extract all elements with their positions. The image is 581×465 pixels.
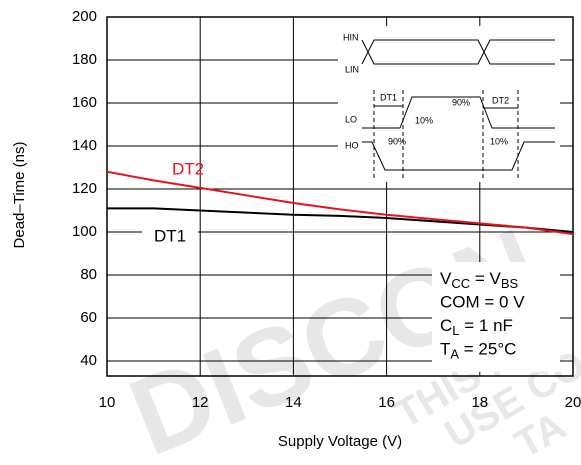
timing-inset: HIN LIN LO HO DT1 DT2 90% 10% 90% 10% xyxy=(338,26,560,182)
y-tick-label: 160 xyxy=(72,94,97,111)
y-tick-label: 200 xyxy=(72,8,97,25)
lin-wave xyxy=(361,39,555,65)
x-tick-label: 14 xyxy=(285,394,302,411)
inset-label: 10% xyxy=(415,115,433,125)
plot-frame xyxy=(106,16,574,377)
y-tick-label: 80 xyxy=(80,266,97,283)
series-label: DT2 xyxy=(172,159,204,178)
x-tick-label: 12 xyxy=(192,394,209,411)
inset-label: LIN xyxy=(345,64,359,74)
x-tick-label: 20 xyxy=(565,394,581,411)
condition-text: T xyxy=(440,340,450,359)
lo-wave xyxy=(362,96,555,129)
x-axis-label: Supply Voltage (V) xyxy=(278,433,402,450)
inset-label: HO xyxy=(345,140,359,150)
y-tick-label: 180 xyxy=(72,51,97,68)
condition-line: TA = 25°C xyxy=(440,340,516,362)
subscript: BS xyxy=(501,276,519,291)
x-tick-label: 18 xyxy=(471,394,488,411)
y-tick-label: 140 xyxy=(72,137,97,154)
y-tick-label: 100 xyxy=(72,223,97,240)
condition-text: = 25°C xyxy=(459,340,516,359)
inset-label: 90% xyxy=(452,97,470,107)
inset-label: 90% xyxy=(388,136,406,146)
condition-text: C xyxy=(440,316,452,335)
condition-line: COM = 0 V xyxy=(440,293,525,312)
inset-label: DT1 xyxy=(380,92,397,102)
y-tick-label: 60 xyxy=(80,309,97,326)
conditions-bg xyxy=(432,262,560,372)
inset-bg xyxy=(338,26,560,182)
y-tick-label: 40 xyxy=(80,352,97,369)
y-tick-label: 120 xyxy=(72,180,97,197)
inset-label: HIN xyxy=(343,32,359,42)
inset-label: DT2 xyxy=(492,95,509,105)
series-line xyxy=(106,170,574,236)
condition-text: COM = 0 V xyxy=(440,293,525,312)
subscript: L xyxy=(452,323,459,338)
inset-label: 10% xyxy=(490,136,508,146)
y-axis-label: Dead–Time (ns) xyxy=(11,142,28,249)
condition-text: V xyxy=(440,269,452,288)
ho-wave xyxy=(362,141,555,171)
subscript: A xyxy=(450,347,459,362)
condition-text: = V xyxy=(470,269,501,288)
label-bg xyxy=(142,227,198,247)
series: DT1 DT2 xyxy=(106,159,574,247)
x-tick-label: 10 xyxy=(99,394,116,411)
series-label: DT1 xyxy=(154,226,186,245)
hin-wave xyxy=(361,39,555,65)
subscript: CC xyxy=(451,276,470,291)
x-tick-label: 16 xyxy=(378,394,395,411)
condition-text: = 1 nF xyxy=(460,316,513,335)
condition-line: VCC = VBS xyxy=(440,269,519,291)
inset-label: LO xyxy=(345,114,357,124)
condition-line: CL = 1 nF xyxy=(440,316,513,338)
